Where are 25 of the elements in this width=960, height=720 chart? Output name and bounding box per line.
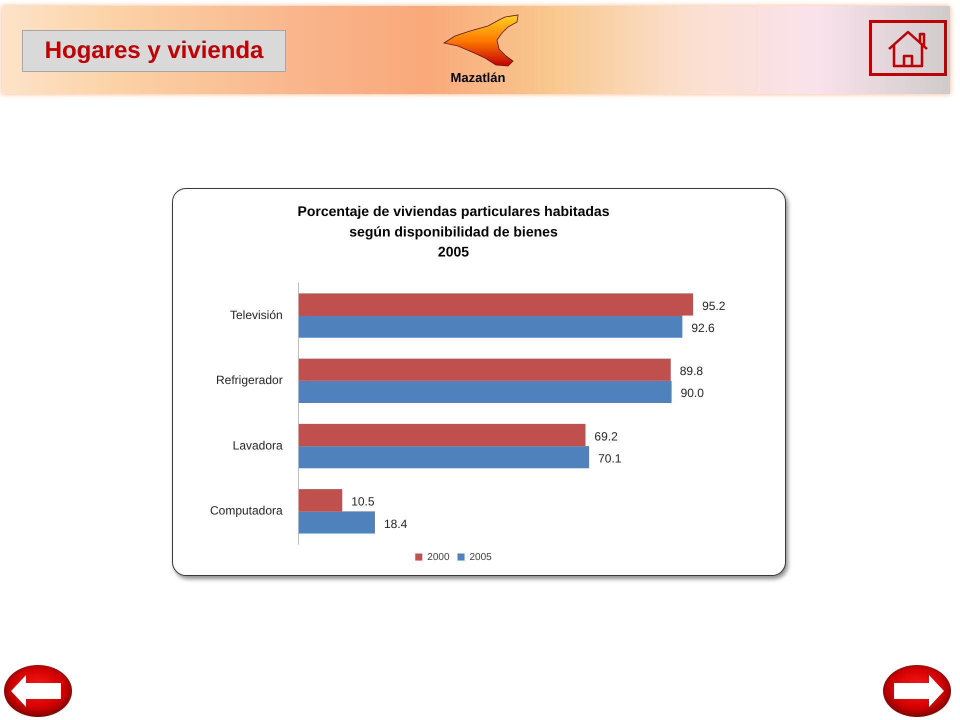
y-tick-label: Refrigerador [216,373,283,388]
data-label: 18.4 [384,516,408,531]
data-label: 89.8 [680,364,704,378]
bar [298,316,682,338]
legend-label: 2000 [427,552,450,563]
data-label: 90.0 [680,386,704,400]
bar [298,358,671,381]
bar [298,446,590,468]
y-tick-label: Lavadora [232,438,284,452]
bar [298,489,342,512]
data-label: 70.1 [598,451,622,466]
bar [298,424,586,446]
data-label: 95.2 [702,298,726,313]
bar [298,293,694,316]
y-tick-label: Computadora [210,504,284,518]
data-label: 10.5 [351,494,375,509]
legend-label: 2005 [470,552,492,563]
bar [298,380,672,404]
y-tick-label: Televisión [230,308,283,322]
text: Mazatlán [450,70,506,85]
data-label: 92.6 [691,320,716,335]
data-label: 69.2 [594,429,618,444]
text: Hogares y vivienda [44,37,264,65]
bar [298,511,375,534]
chart-title: Porcentaje de viviendas particulares habitadas según disponibilidad de bienes 2005 [297,203,610,260]
